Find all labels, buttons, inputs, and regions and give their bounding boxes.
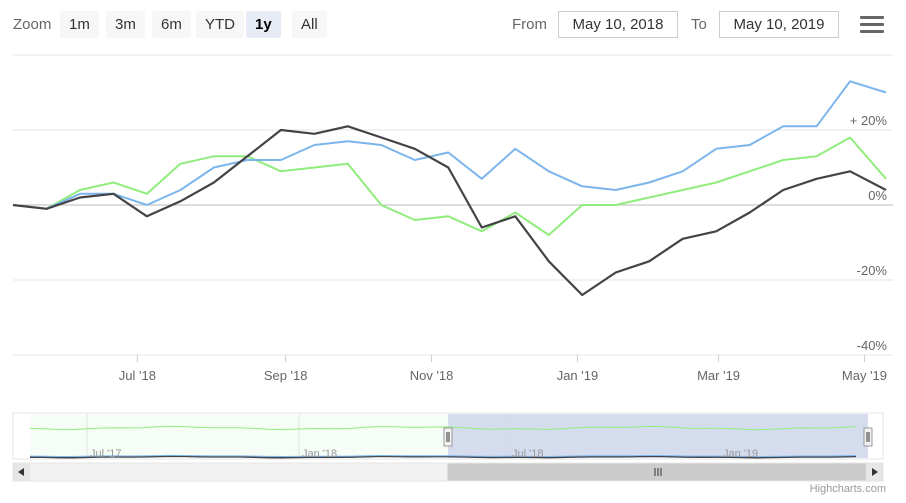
x-axis-tick-label: Mar '19 bbox=[697, 368, 740, 383]
from-date-input[interactable]: May 10, 2018 bbox=[558, 11, 678, 38]
navigator-series-green bbox=[29, 425, 857, 431]
range-button-6m[interactable]: 6m bbox=[152, 11, 191, 38]
x-axis-tick-label: May '19 bbox=[842, 368, 887, 383]
navigator-series-blue bbox=[29, 454, 857, 458]
navigator-left-handle[interactable] bbox=[443, 427, 453, 447]
range-button-all[interactable]: All bbox=[292, 11, 327, 38]
navigator[interactable]: Jul '17 Jan '18 Jul '18 Jan '19 bbox=[12, 412, 884, 460]
navigator-selected-range[interactable] bbox=[448, 414, 868, 458]
arrow-right-icon bbox=[872, 468, 878, 476]
y-axis-tick-label: -40% bbox=[857, 338, 888, 353]
navigator-series-dark bbox=[29, 455, 857, 459]
x-axis-tick-label: Jan '19 bbox=[557, 368, 599, 383]
navigator-tick-label: Jan '19 bbox=[723, 448, 758, 460]
x-axis-tick-label: Sep '18 bbox=[264, 368, 308, 383]
navigator-right-handle[interactable] bbox=[863, 427, 873, 447]
navigator-tick-label: Jan '18 bbox=[302, 448, 337, 460]
range-button-ytd[interactable]: YTD bbox=[196, 11, 244, 38]
arrow-left-icon bbox=[18, 468, 24, 476]
series-line-green bbox=[12, 136, 887, 236]
y-axis-tick-label: -20% bbox=[857, 263, 888, 278]
series-line-blue bbox=[12, 80, 887, 210]
range-button-1m[interactable]: 1m bbox=[60, 11, 99, 38]
hamburger-menu-icon[interactable] bbox=[860, 16, 884, 36]
y-axis-tick-label: 0% bbox=[868, 188, 887, 203]
to-label: To bbox=[691, 16, 707, 33]
navigator-tick-label: Jul '18 bbox=[512, 448, 543, 460]
scrollbar-grip-icon bbox=[654, 468, 662, 476]
from-label: From bbox=[512, 16, 547, 33]
y-axis-tick-label: + 20% bbox=[850, 113, 888, 128]
x-axis-tick-label: Nov '18 bbox=[410, 368, 454, 383]
x-axis-tick-label: Jul '18 bbox=[119, 368, 156, 383]
range-button-3m[interactable]: 3m bbox=[106, 11, 145, 38]
series-line-black bbox=[12, 125, 887, 297]
navigator-tick-label: Jul '17 bbox=[90, 448, 121, 460]
zoom-label: Zoom bbox=[13, 16, 52, 33]
range-button-1y[interactable]: 1y bbox=[246, 11, 281, 38]
credits-link[interactable]: Highcharts.com bbox=[809, 483, 886, 495]
scrollbar[interactable] bbox=[12, 462, 884, 482]
to-date-input[interactable]: May 10, 2019 bbox=[719, 11, 839, 38]
